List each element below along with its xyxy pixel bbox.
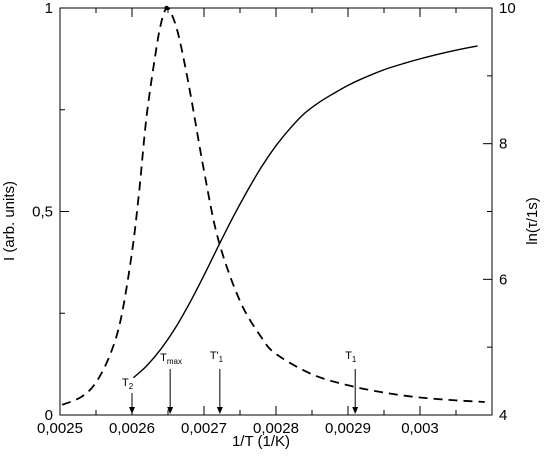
annotation-arrow-head-0 [129, 407, 135, 414]
x-tick-label-1: 0,0026 [109, 420, 155, 437]
annotation-3: T1 [345, 350, 359, 414]
y-left-tick-label-0: 0 [45, 407, 53, 424]
y-right-tick-label-3: 10 [499, 0, 516, 17]
annotation-arrow-head-3 [352, 407, 359, 414]
annotation-sub-3: 1 [352, 355, 357, 364]
plot-frame [59, 7, 493, 416]
x-tick-label-2: 0,0027 [181, 420, 227, 437]
annotation-label-0: T2 [122, 377, 134, 391]
axis-labels-group: 1/T (1/K) I (arb. units) ln(τ/1s) [1, 181, 541, 450]
y-left-axis-label: I (arb. units) [1, 181, 18, 261]
annotation-label-3: T1 [345, 350, 357, 364]
annotation-main-2: T' [210, 350, 219, 362]
annotation-sub-1: max [167, 357, 182, 366]
annotation-arrow-head-1 [167, 407, 174, 414]
intensity-curve-dashed [61, 6, 485, 406]
x-tick-label-4: 0,0029 [325, 420, 371, 437]
annotation-main-3: T [345, 350, 352, 362]
annotation-label-1: Tmax [160, 352, 182, 366]
y-right-axis-label: ln(τ/1s) [524, 197, 541, 245]
y-left-tick-label-2: 1 [45, 0, 53, 17]
annotation-arrow-head-2 [216, 407, 223, 414]
annotation-main-1: T [160, 352, 167, 364]
annotation-0: T2 [122, 377, 135, 414]
y-right-tick-label-1: 6 [499, 271, 507, 288]
annotation-main-0: T [122, 377, 129, 389]
x-axis-label: 1/T (1/K) [232, 433, 290, 450]
annotation-1: Tmax [160, 352, 182, 414]
x-tick-label-0: 0,0025 [37, 420, 83, 437]
relaxation-time-curve-solid [132, 45, 478, 379]
series-layer [61, 5, 485, 406]
peak-marker [164, 5, 169, 11]
axes-group: 0,0025 0,0026 0,0027 0,0028 0,0029 0,003 0 0,5 1… [32, 0, 516, 437]
y-right-tick-label-0: 4 [499, 407, 507, 424]
x-tick-label-3: 0,0028 [253, 420, 299, 437]
annotation-2: T'1 [210, 350, 224, 414]
annotation-sub-2: 1 [219, 355, 224, 364]
x-tick-label-5: 0,003 [401, 420, 439, 437]
annotation-label-2: T'1 [210, 350, 224, 364]
y-right-tick-label-2: 8 [499, 136, 507, 153]
y-left-tick-label-1: 0,5 [32, 204, 53, 221]
annotation-sub-0: 2 [129, 382, 134, 391]
